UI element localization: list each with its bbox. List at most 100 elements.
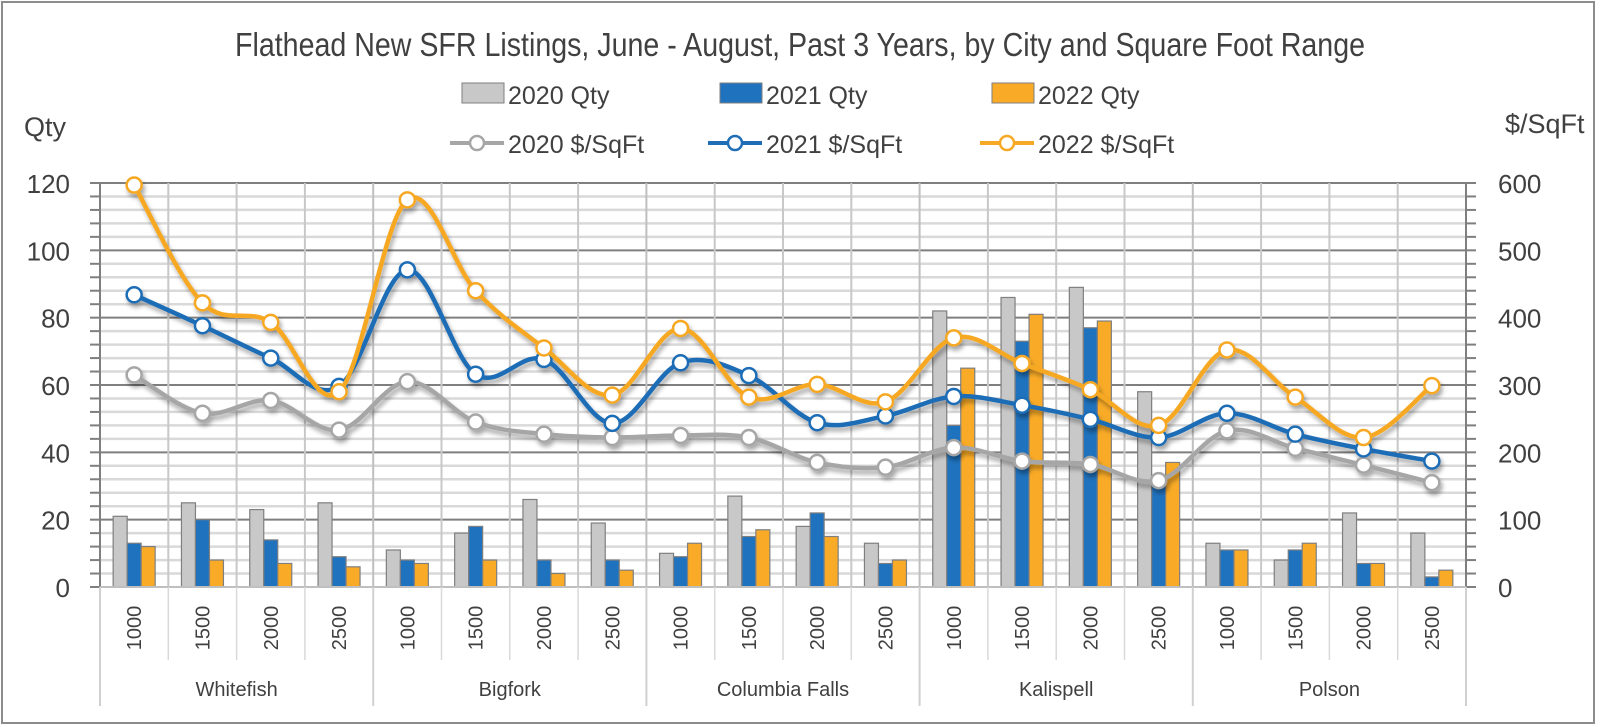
bar-2021-qty: [126, 542, 142, 588]
category-label: 2000: [1354, 606, 1376, 651]
left-tick-label: 80: [41, 304, 70, 334]
bar-2020-qty: [795, 525, 811, 588]
category-label: 2500: [875, 606, 897, 651]
point-2020-sqft: [1423, 473, 1441, 492]
bar-2020-qty: [727, 495, 743, 588]
point-2022-sqft: [535, 339, 553, 357]
group-label: Polson: [1299, 679, 1360, 701]
legend-label: 2020 Qty: [508, 82, 610, 110]
bar-2022-qty: [1233, 549, 1249, 588]
legend-swatch-2021-qty: [719, 82, 763, 104]
point-2020-sqft: [945, 438, 963, 457]
point-2022-sqft: [466, 281, 485, 300]
point-2021-sqft: [466, 365, 485, 383]
point-2021-sqft: [1013, 396, 1031, 414]
legend-label: 2021 Qty: [766, 82, 868, 110]
bar-2021-qty: [263, 539, 279, 588]
point-2020-sqft: [876, 458, 895, 476]
point-2020-sqft: [1286, 439, 1304, 458]
chart-title: Flathead New SFR Listings, June - August…: [235, 26, 1365, 63]
bar-2022-qty: [1369, 562, 1386, 588]
right-tick-label: 300: [1498, 371, 1541, 401]
bar-2020-qty: [180, 502, 197, 588]
category-label: 2500: [602, 606, 624, 651]
bar-2020-qty: [1341, 512, 1358, 588]
point-2022-sqft: [1218, 341, 1236, 359]
bar-2021-qty: [1355, 562, 1372, 588]
bar-2022-qty: [140, 545, 156, 588]
bar-2022-qty: [823, 535, 839, 588]
left-tick-label: 0: [56, 573, 70, 603]
point-2022-sqft: [193, 294, 212, 312]
bar-2022-qty: [1096, 320, 1112, 588]
group-label: Columbia Falls: [717, 679, 849, 701]
category-label: 1000: [1217, 606, 1239, 651]
right-tick-label: 100: [1498, 506, 1541, 536]
right-tick-label: 600: [1498, 169, 1541, 199]
bar-2021-qty: [604, 559, 620, 588]
point-2021-sqft: [1218, 404, 1236, 423]
gridlines: [99, 182, 1467, 588]
bar-2022-qty: [686, 542, 703, 588]
category-label: 1000: [397, 606, 419, 651]
point-2021-sqft: [671, 354, 690, 372]
point-2022-sqft: [1423, 376, 1441, 395]
legend-swatch-2020-qty: [461, 82, 505, 104]
bar-2020-qty: [1205, 542, 1221, 588]
bar-2022-qty: [1028, 313, 1044, 588]
axes: 0 20 40 60 80 100 120 0 100 200 300 400 500 600 1000 15…: [27, 169, 1541, 706]
point-2022-sqft: [398, 191, 417, 209]
point-2021-sqft: [808, 413, 826, 432]
left-axis-title: Qty: [24, 112, 67, 142]
bar-2020-qty: [385, 549, 401, 588]
point-2022-sqft: [1013, 354, 1031, 373]
legend-label: 2021 $/SqFt: [766, 131, 902, 159]
bar-2021-qty: [1219, 549, 1235, 588]
bar-2022-qty: [755, 529, 771, 588]
bar-2021-qty: [1424, 576, 1440, 588]
point-2020-sqft: [1081, 455, 1100, 474]
point-2021-sqft: [398, 261, 417, 279]
point-2021-sqft: [876, 407, 895, 425]
bar-2022-qty: [482, 559, 498, 588]
bar-2021-qty: [536, 559, 552, 588]
bar-2021-qty: [194, 519, 211, 588]
point-2022-sqft: [1149, 416, 1168, 435]
bar-2021-qty: [1151, 478, 1167, 588]
category-label: 2500: [1422, 606, 1444, 651]
bar-2022-qty: [550, 572, 566, 588]
category-label: 2500: [1149, 606, 1171, 651]
point-2020-sqft: [535, 425, 553, 443]
point-2020-sqft: [740, 428, 758, 447]
bar-2021-qty: [399, 559, 415, 588]
point-2020-sqft: [671, 426, 690, 445]
legend-label: 2020 $/SqFt: [508, 131, 644, 159]
legend-label: 2022 Qty: [1038, 82, 1140, 110]
point-2022-sqft: [125, 176, 143, 194]
category-label: 1000: [944, 606, 966, 651]
bar-2022-qty: [960, 367, 976, 588]
bar-2022-qty: [345, 566, 361, 588]
bar-2022-qty: [208, 559, 225, 588]
point-2020-sqft: [808, 453, 826, 472]
bar-2022-qty: [891, 559, 908, 588]
point-2021-sqft: [945, 387, 963, 406]
point-2021-sqft: [1286, 425, 1304, 443]
legend-marker: [468, 134, 486, 152]
point-2022-sqft: [1354, 428, 1373, 447]
category-label: 2000: [261, 606, 283, 651]
group-label: Bigfork: [479, 679, 542, 701]
point-2022-sqft: [876, 393, 895, 411]
legend: 2020 Qty 2021 Qty 2022 Qty 2020 $/SqFt 2021 …: [450, 82, 1174, 159]
bar-2020-qty: [249, 508, 265, 588]
bar-2020-qty: [522, 498, 538, 588]
category-label: 2500: [329, 606, 351, 651]
point-2020-sqft: [603, 428, 621, 447]
bar-2020-qty: [112, 515, 128, 588]
point-2022-sqft: [262, 313, 280, 332]
right-tick-label: 500: [1498, 236, 1541, 266]
category-label: 2000: [807, 606, 829, 651]
point-2021-sqft: [193, 316, 212, 335]
category-label: 2000: [1080, 606, 1102, 651]
